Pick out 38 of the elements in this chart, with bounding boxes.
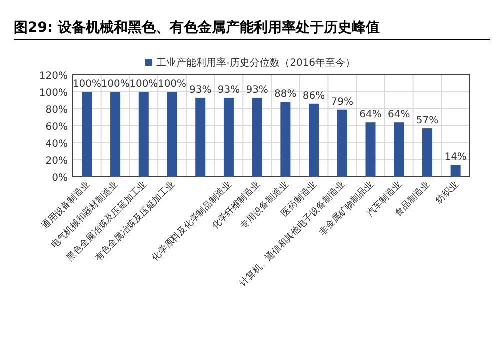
y-tick-label: 120% (39, 71, 68, 82)
bar (309, 104, 320, 177)
data-label: 57% (416, 116, 439, 127)
bar (82, 92, 92, 177)
data-label: 100% (72, 79, 102, 90)
data-label: 14% (444, 152, 467, 164)
data-label: 93% (218, 84, 240, 96)
y-tick-label: 40% (46, 139, 68, 150)
data-label: 79% (331, 96, 354, 108)
data-label: 100% (158, 79, 187, 90)
y-tick-label: 20% (46, 156, 68, 167)
data-label: 88% (274, 89, 297, 100)
bar (224, 98, 234, 177)
y-tick-label: 80% (46, 105, 68, 116)
bar (110, 92, 121, 177)
bar (337, 110, 348, 177)
bar (138, 92, 149, 177)
bar (422, 128, 432, 177)
data-label: 93% (189, 84, 212, 96)
data-label: 86% (302, 90, 326, 102)
bar (196, 98, 206, 177)
bar (280, 102, 291, 177)
data-label: 64% (388, 110, 410, 121)
y-tick-label: 100% (39, 88, 68, 99)
chart-title: 图29: 设备机械和黑色、有色金属产能利用率处于历史峰值 (14, 19, 380, 36)
data-label: 100% (130, 79, 158, 90)
legend-label: 工业产能利用率-历史分位数（2016年至今） (156, 57, 356, 69)
y-tick-label: 60% (46, 122, 68, 133)
y-tick-label: 0% (52, 173, 68, 184)
bar (366, 122, 376, 177)
bar (394, 122, 404, 177)
bar (252, 98, 262, 177)
data-label: 100% (101, 79, 130, 90)
x-tick-label: 纺织业 (434, 179, 461, 206)
bar (450, 165, 461, 177)
bar (167, 92, 178, 177)
data-label: 93% (246, 84, 268, 96)
data-label: 64% (360, 110, 382, 121)
